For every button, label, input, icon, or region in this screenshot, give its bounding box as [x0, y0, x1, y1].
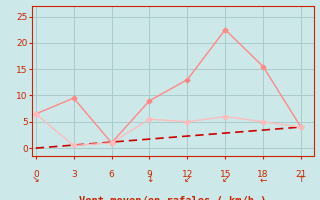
Text: ↓: ↓: [146, 175, 153, 184]
Text: ↑: ↑: [297, 175, 305, 184]
Text: ↘: ↘: [32, 175, 40, 184]
Text: ←: ←: [259, 175, 267, 184]
X-axis label: Vent moyen/en rafales ( km/h ): Vent moyen/en rafales ( km/h ): [79, 196, 267, 200]
Text: ↙: ↙: [221, 175, 229, 184]
Text: ↙: ↙: [184, 175, 191, 184]
